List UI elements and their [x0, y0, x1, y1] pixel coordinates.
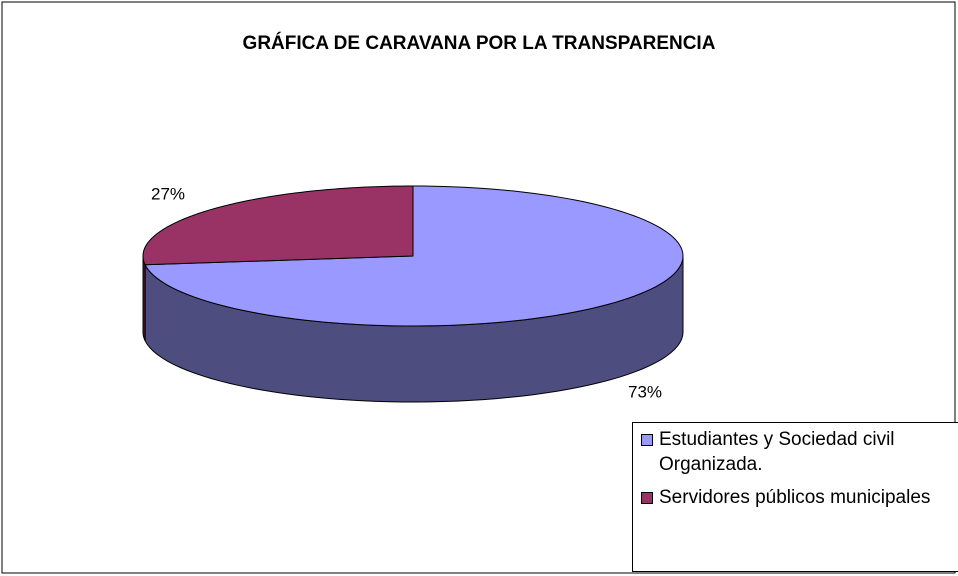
legend-item: Estudiantes y Sociedad civil Organizada. [641, 427, 958, 477]
legend: Estudiantes y Sociedad civil Organizada.… [632, 422, 958, 572]
legend-item: Servidores públicos municipales [641, 485, 958, 510]
legend-swatch [641, 434, 653, 446]
legend-label: Servidores públicos municipales [659, 487, 931, 508]
chart-title: GRÁFICA DE CARAVANA POR LA TRANSPARENCIA [243, 32, 716, 54]
data-label: 73% [628, 382, 662, 401]
data-label: 27% [151, 184, 185, 203]
pie-side [142, 255, 146, 341]
legend-label: Estudiantes y Sociedad civil Organizada. [659, 429, 895, 475]
pie-slice [144, 185, 684, 327]
pie-slice [142, 185, 414, 266]
legend-swatch [641, 492, 653, 504]
